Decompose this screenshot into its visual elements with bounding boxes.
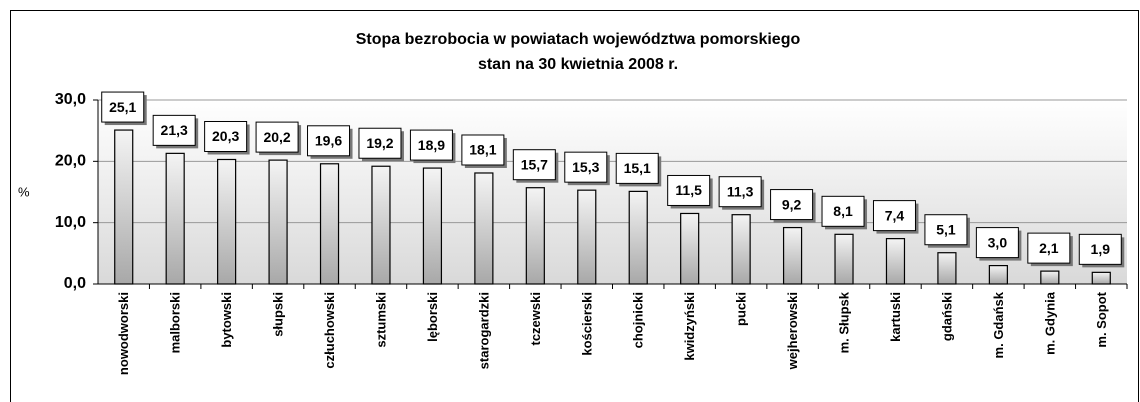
x-tick-label: m. Gdynia	[1042, 291, 1057, 355]
x-tick-label: sztumski	[373, 292, 388, 348]
label-box	[770, 189, 814, 221]
data-label: 9,2	[782, 196, 802, 212]
bar	[1040, 270, 1060, 285]
x-tick-label: bytowski	[219, 292, 234, 348]
x-tick-label: nowodworski	[116, 292, 131, 375]
bar	[628, 190, 648, 285]
label-box	[101, 91, 145, 123]
label-box	[975, 227, 1019, 259]
label-box	[307, 125, 351, 157]
data-label: 2,1	[1039, 240, 1059, 256]
chart-subtitle: stan na 30 kwietnia 2008 r.	[478, 56, 678, 73]
y-axis-label: %	[18, 184, 30, 199]
bar	[371, 165, 391, 285]
label-box	[152, 114, 196, 146]
data-label: 11,5	[675, 182, 702, 198]
label-box	[358, 127, 402, 159]
x-tick-label: chojnicki	[631, 292, 646, 348]
data-label: 11,3	[727, 183, 754, 199]
label-box	[255, 121, 299, 153]
label-box	[409, 129, 453, 161]
label-box	[512, 149, 556, 181]
bar	[114, 129, 134, 285]
plot-area	[98, 100, 1127, 284]
bar	[782, 226, 803, 285]
bar	[731, 214, 751, 285]
data-label: 19,2	[366, 135, 393, 151]
data-label: 18,1	[469, 142, 496, 158]
x-tick-label: kościerski	[579, 292, 594, 356]
x-tick-label: pucki	[734, 292, 749, 326]
data-label: 15,1	[624, 160, 651, 176]
label-box	[924, 214, 968, 246]
data-label: 8,1	[833, 203, 853, 219]
x-tick-label: kartuski	[888, 292, 903, 342]
x-tick-label: gdański	[939, 292, 954, 341]
bar	[577, 189, 597, 285]
label-box	[821, 195, 865, 227]
bar	[834, 233, 854, 285]
x-tick-label: m. Słupsk	[837, 291, 852, 353]
bar	[474, 172, 494, 285]
label-box	[461, 134, 505, 166]
bar	[165, 152, 185, 285]
y-tick-label: 20,0	[55, 153, 86, 170]
label-box	[1027, 232, 1071, 264]
data-label: 5,1	[936, 221, 956, 237]
data-label: 1,9	[1091, 241, 1111, 257]
label-box	[204, 120, 248, 152]
label-box	[615, 152, 659, 184]
x-tick-label: człuchowski	[322, 292, 337, 369]
data-label: 19,6	[315, 132, 342, 148]
x-tick-label: m. Gdańsk	[991, 291, 1006, 358]
data-label: 20,2	[263, 129, 290, 145]
bar	[680, 212, 700, 285]
x-tick-label: tczewski	[528, 292, 543, 345]
bar	[422, 167, 443, 285]
y-tick-label: 30,0	[55, 91, 86, 108]
x-tick-label: słupski	[271, 292, 286, 337]
x-tick-label: m. Sopot	[1094, 291, 1109, 347]
x-tick-label: lęborski	[425, 292, 440, 342]
chart-title: Stopa bezrobocia w powiatach województwa…	[356, 31, 801, 48]
x-tick-label: starogardzki	[476, 292, 491, 369]
data-label: 20,3	[212, 128, 239, 144]
label-box	[1078, 233, 1122, 265]
label-box	[872, 200, 916, 232]
bar	[1091, 271, 1111, 285]
label-box	[667, 174, 711, 206]
bar	[937, 252, 957, 285]
bar	[319, 163, 340, 285]
y-tick-label: 10,0	[55, 214, 86, 231]
bar	[988, 265, 1008, 285]
x-tick-label: kwidzyński	[682, 292, 697, 361]
bar	[885, 238, 906, 285]
label-box	[564, 151, 608, 183]
bar	[268, 159, 288, 285]
x-tick-label: wejherowski	[785, 292, 800, 370]
data-label: 3,0	[988, 234, 1008, 250]
data-label: 15,3	[572, 159, 599, 175]
data-label: 18,9	[418, 137, 445, 153]
bar	[217, 158, 237, 285]
data-label: 25,1	[109, 99, 136, 115]
bar	[525, 187, 545, 285]
data-label: 21,3	[161, 122, 188, 138]
data-label: 15,7	[521, 156, 548, 172]
y-tick-label: 0,0	[64, 275, 86, 292]
data-label: 7,4	[885, 207, 905, 223]
label-box	[718, 176, 762, 208]
x-tick-label: malborski	[168, 292, 183, 353]
